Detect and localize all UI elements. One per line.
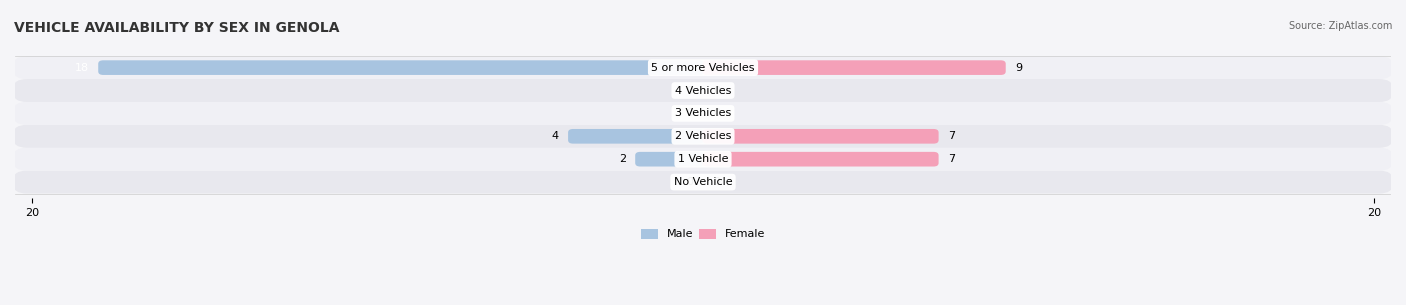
- FancyBboxPatch shape: [13, 125, 1393, 148]
- Text: 5 or more Vehicles: 5 or more Vehicles: [651, 63, 755, 73]
- FancyBboxPatch shape: [636, 152, 703, 167]
- Text: 0: 0: [686, 177, 693, 187]
- Text: 3 Vehicles: 3 Vehicles: [675, 108, 731, 118]
- Text: 0: 0: [686, 108, 693, 118]
- Text: Source: ZipAtlas.com: Source: ZipAtlas.com: [1288, 21, 1392, 31]
- Text: 4 Vehicles: 4 Vehicles: [675, 85, 731, 95]
- Text: 7: 7: [948, 131, 955, 141]
- Text: 1 Vehicle: 1 Vehicle: [678, 154, 728, 164]
- FancyBboxPatch shape: [568, 129, 703, 144]
- Text: 0: 0: [713, 85, 720, 95]
- FancyBboxPatch shape: [13, 79, 1393, 102]
- FancyBboxPatch shape: [13, 148, 1393, 170]
- FancyBboxPatch shape: [13, 102, 1393, 125]
- FancyBboxPatch shape: [703, 60, 1005, 75]
- Text: 9: 9: [1015, 63, 1022, 73]
- Text: 7: 7: [948, 154, 955, 164]
- FancyBboxPatch shape: [703, 152, 939, 167]
- Text: 0: 0: [713, 108, 720, 118]
- Text: 0: 0: [713, 177, 720, 187]
- FancyBboxPatch shape: [98, 60, 703, 75]
- FancyBboxPatch shape: [13, 56, 1393, 79]
- Text: VEHICLE AVAILABILITY BY SEX IN GENOLA: VEHICLE AVAILABILITY BY SEX IN GENOLA: [14, 21, 340, 35]
- FancyBboxPatch shape: [13, 170, 1393, 194]
- Text: 18: 18: [75, 63, 89, 73]
- Legend: Male, Female: Male, Female: [637, 224, 769, 244]
- Text: 2: 2: [619, 154, 626, 164]
- Text: No Vehicle: No Vehicle: [673, 177, 733, 187]
- Text: 2 Vehicles: 2 Vehicles: [675, 131, 731, 141]
- FancyBboxPatch shape: [703, 129, 939, 144]
- Text: 4: 4: [551, 131, 558, 141]
- Text: 0: 0: [686, 85, 693, 95]
